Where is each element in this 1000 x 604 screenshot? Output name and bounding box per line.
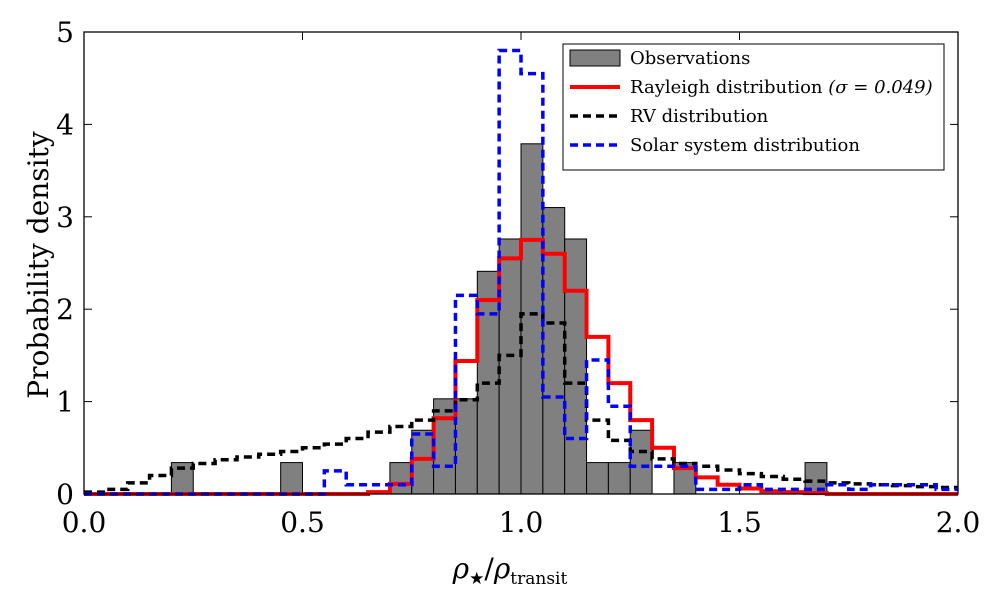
legend: Observations Rayleigh distribution (σ = …: [562, 43, 945, 171]
observation-bar: [433, 398, 456, 495]
observation-bar: [498, 238, 522, 495]
rv-step-line: [84, 312, 958, 494]
legend-swatch-observations: [569, 49, 621, 67]
legend-label-observations: Observations: [630, 48, 750, 69]
observation-bar: [280, 462, 303, 495]
x-tick-label: 1.0: [499, 506, 544, 539]
observation-bar: [454, 398, 478, 495]
y-tick-label: 3: [56, 201, 74, 234]
observation-bar: [389, 462, 413, 495]
legend-label-rayleigh: Rayleigh distribution (σ = 0.049): [630, 77, 933, 98]
y-axis-title: Probability density: [22, 131, 55, 399]
legend-label-solar: Solar system distribution: [630, 135, 860, 156]
x-tick-label: 2.0: [936, 506, 981, 539]
y-tick-label: 5: [56, 16, 74, 49]
observation-bar: [542, 207, 566, 495]
y-tick-label: 1: [56, 386, 74, 419]
x-tick-label: 0.5: [280, 506, 325, 539]
x-axis-title: ρ★/ρtransit: [452, 552, 568, 589]
observation-bar: [586, 462, 609, 495]
x-tick-label: 1.5: [717, 506, 762, 539]
observation-bar: [607, 462, 631, 495]
observation-bar: [629, 429, 653, 495]
observation-bar: [520, 143, 544, 495]
legend-box: [562, 43, 945, 171]
y-tick-label: 0: [56, 478, 74, 511]
legend-label-rv: RV distribution: [630, 106, 769, 127]
y-tick-label: 4: [56, 108, 74, 141]
x-tick-label: 0.0: [62, 506, 107, 539]
observation-bar: [411, 429, 435, 495]
solar-step-line: [84, 48, 958, 496]
observation-bar: [564, 238, 588, 495]
axis-ticks: 0.0 0.5 1.0 1.5 2.0 0 1 2 3 4 5: [56, 16, 980, 539]
y-tick-label: 2: [56, 293, 74, 326]
observation-bars: [170, 143, 828, 495]
